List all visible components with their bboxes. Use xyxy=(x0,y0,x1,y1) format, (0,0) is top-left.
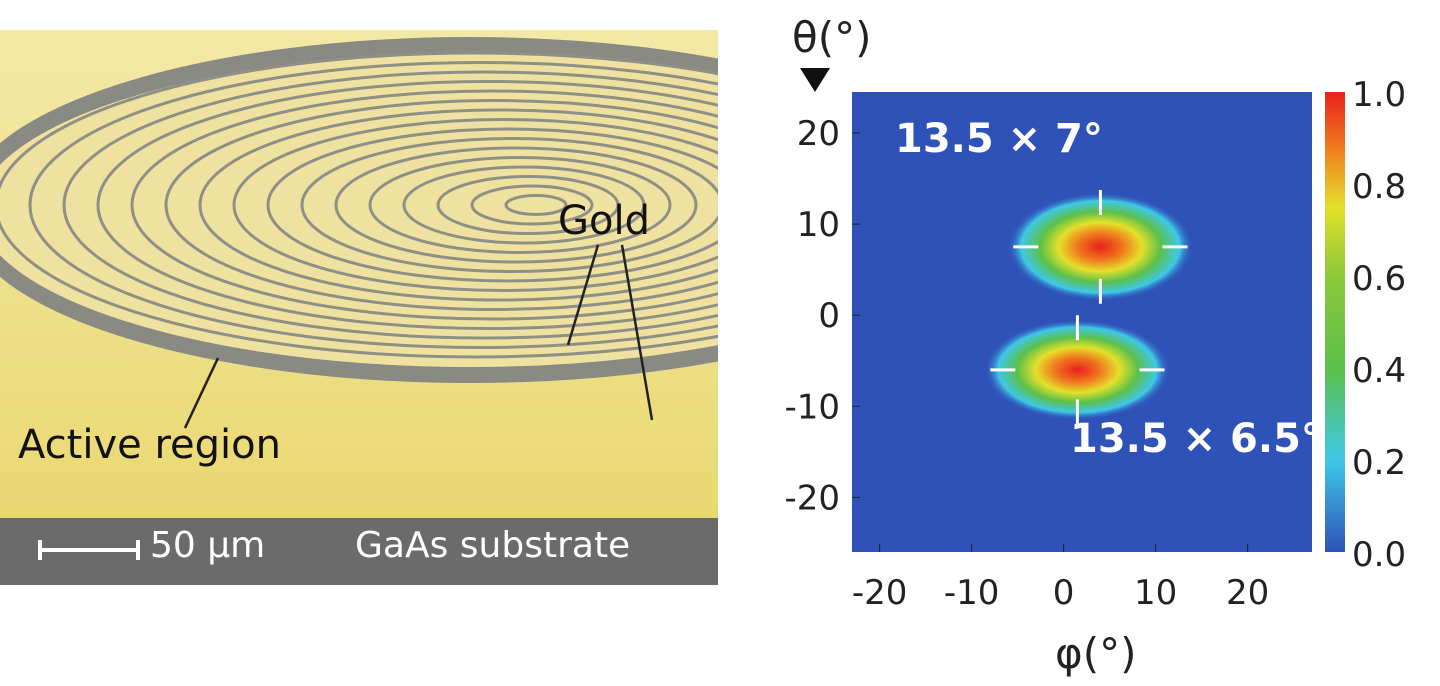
scale-bar-label: 50 µm xyxy=(150,525,266,566)
gold-label: Gold xyxy=(558,198,650,244)
x-tick-label: 10 xyxy=(1134,573,1177,613)
annotation-upper: 13.5 × 7° xyxy=(895,116,1103,162)
y-tick-label: 10 xyxy=(797,205,840,245)
colorbar-tick-label: 0.0 xyxy=(1352,535,1406,575)
y-tick-label: -20 xyxy=(784,478,840,518)
y-tick-label: 20 xyxy=(797,114,840,154)
colorbar-tick-label: 1.0 xyxy=(1352,75,1406,115)
active-region-label: Active region xyxy=(18,422,281,468)
x-tick-label: -10 xyxy=(944,573,1000,613)
y-tick-label: -10 xyxy=(784,387,840,427)
substrate-label: GaAs substrate xyxy=(355,525,631,566)
heatmap-spot-lower-lobe xyxy=(984,319,1171,421)
x-tick-label: -20 xyxy=(852,573,908,613)
colorbar xyxy=(1325,92,1345,552)
active-region-pointer xyxy=(183,357,220,429)
colorbar-tick-label: 0.2 xyxy=(1352,443,1406,483)
y-axis-label: θ(°) xyxy=(792,13,871,62)
heatmap-spot-upper-lobe xyxy=(1007,192,1194,302)
annotation-lower: 13.5 × 6.5° xyxy=(1070,416,1321,462)
x-axis-label: φ(°) xyxy=(1055,629,1136,678)
y-tick-label: 0 xyxy=(818,296,840,336)
colorbar-tick-label: 0.8 xyxy=(1352,167,1406,207)
x-tick-label: 0 xyxy=(1053,573,1075,613)
colorbar-tick-label: 0.6 xyxy=(1352,259,1406,299)
active-region-ring xyxy=(0,37,718,383)
y-axis-marker-icon xyxy=(800,68,830,92)
colorbar-tick-label: 0.4 xyxy=(1352,351,1406,391)
scale-bar xyxy=(38,540,140,560)
grating-rings xyxy=(0,51,718,359)
sem-image xyxy=(0,30,718,585)
gold-pointer-lines xyxy=(183,244,654,429)
x-tick-label: 20 xyxy=(1226,573,1269,613)
